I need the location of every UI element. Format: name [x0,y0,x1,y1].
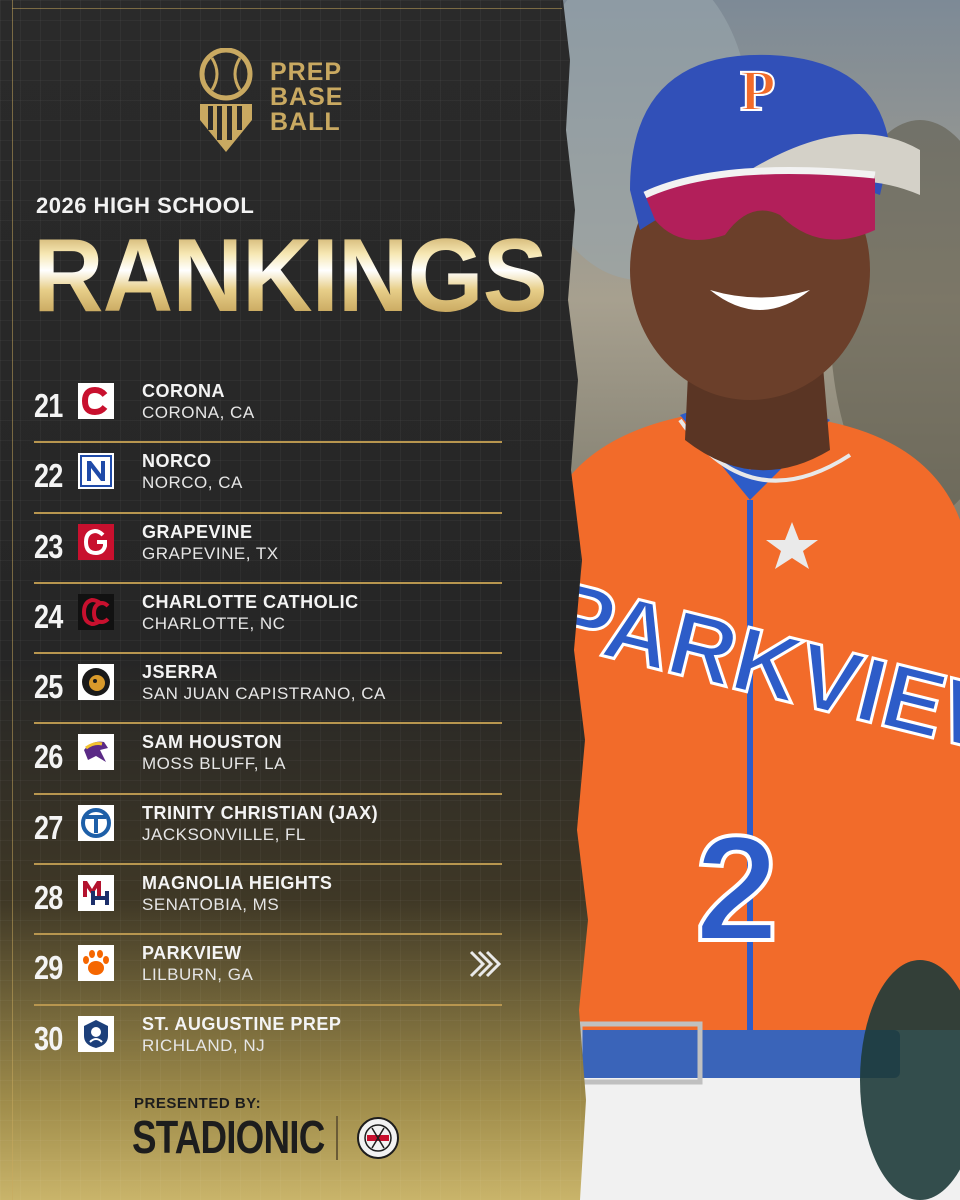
school-name: NORCO [142,451,212,472]
school-name: CORONA [142,381,225,401]
cap-logo: P [740,58,775,123]
school-name: JSERRA [142,662,219,683]
rank-number: 30 [34,1019,63,1057]
headline: RANKINGS [33,218,548,334]
ranking-row: 28 MAGNOLIA HEIGHTS SENATOBIA, MS [34,865,502,936]
sponsor-logo: STADIONIC [132,1111,325,1163]
rank-number: 23 [34,527,63,565]
brand-wordmark: PREP BASE BALL [270,60,343,135]
jersey-number: 2 [695,804,778,972]
ranking-row: 25 JSERRA SAN JUAN CAPISTRANO, CA [34,654,502,725]
brand-line: BALL [270,108,341,136]
school-name: SAM HOUSTON [142,732,283,753]
rank-number: 25 [34,668,63,706]
double-chevron-right-icon [469,951,502,978]
school-location: CORONA, CA [142,403,255,422]
school-location: CHARLOTTE, NC [142,613,286,633]
school-location: LILBURN, GA [142,965,254,985]
brand-logo: PREP BASE BALL [198,48,348,156]
school-location: JACKSONVILLE, FL [142,824,306,844]
rankings-list: 21 CORONA CORONA, CA 22 NORCO NORCO, CA … [34,373,502,1076]
baseball-shield-icon [199,48,253,152]
presented-by-label: PRESENTED BY: [134,1095,262,1112]
rank-number: 27 [34,808,63,846]
school-location: GRAPEVINE, TX [142,543,279,563]
rank-number: 24 [34,597,63,635]
corona-c-icon [78,383,114,419]
school-location: SAN JUAN CAPISTRANO, CA [142,684,386,704]
school-name: MAGNOLIA HEIGHTS [142,873,333,894]
school-name: CHARLOTTE CATHOLIC [142,591,359,612]
tc-icon [78,804,114,841]
bronco-icon [78,734,114,771]
ranking-row: 23 GRAPEVINE GRAPEVINE, TX [34,514,502,584]
mh-icon [78,875,114,912]
rank-number: 29 [34,949,63,987]
ranking-row: 30 ST. AUGUSTINE PREP RICHLAND, NJ [34,1006,502,1076]
school-location: NORCO, CA [142,473,243,493]
brand-line: BASE [270,83,344,111]
rank-number: 28 [34,879,63,917]
frame-line [12,0,13,1200]
school-name: TRINITY CHRISTIAN (JAX) [142,802,379,823]
hermit-icon [78,1015,114,1052]
ranking-row: 22 NORCO NORCO, CA [34,443,502,514]
subtitle: 2026 HIGH SCHOOL [36,193,255,218]
rank-number: 26 [34,738,63,776]
school-location: MOSS BLUFF, LA [142,754,286,774]
school-name: ST. AUGUSTINE PREP [142,1013,342,1034]
rank-number: 22 [34,457,63,495]
paw-icon [78,945,114,982]
ranking-row: 21 CORONA CORONA, CA [34,373,502,444]
ranking-row: 24 CHARLOTTE CATHOLIC CHARLOTTE, NC [34,584,502,655]
frame-line-top [12,8,562,9]
school-location: SENATOBIA, MS [142,895,280,915]
netting-seal-icon [357,1117,399,1159]
brand-line: PREP [270,58,343,86]
ranking-row: 27 TRINITY CHRISTIAN (JAX) JACKSONVILLE,… [34,795,502,866]
norco-n-icon [78,453,114,490]
school-name: GRAPEVINE [142,521,253,542]
rankings-panel: PREP BASE BALL 2026 HIGH SCHOOL RANKINGS… [0,0,588,1200]
ranking-row-highlighted: 29 PARKVIEW LILBURN, GA [34,935,502,1006]
sponsor-divider [336,1116,338,1160]
grapevine-g-icon [78,523,114,560]
school-location: RICHLAND, NJ [142,1035,266,1055]
lion-icon [78,664,114,701]
player-photo: PARKVIEW 2 P [560,0,960,1200]
ranking-row: 26 SAM HOUSTON MOSS BLUFF, LA [34,724,502,795]
rank-number: 21 [34,387,63,424]
school-name: PARKVIEW [142,943,242,964]
cc-icon [78,593,114,630]
